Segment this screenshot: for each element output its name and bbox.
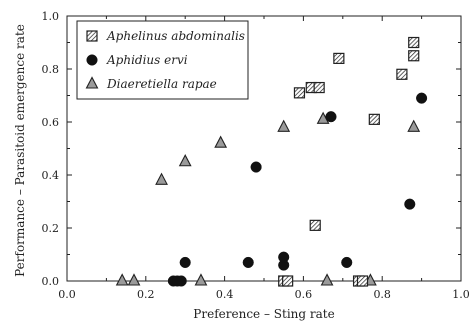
legend-label: Diaeretiella rapae: [106, 77, 217, 91]
data-point: [368, 113, 380, 125]
x-tick-label: 1.0: [452, 288, 470, 301]
x-tick-label: 0.8: [373, 288, 391, 301]
legend-label: Aphelinus abdominalis: [106, 29, 245, 43]
legend-frame: [76, 20, 249, 100]
data-point: [278, 251, 290, 263]
y-tick-label: 0.8: [42, 63, 60, 76]
legend-label: Aphidius ervi: [106, 53, 188, 67]
data-point: [194, 273, 208, 286]
y-tick-label: 1.0: [42, 10, 60, 23]
data-point: [242, 256, 254, 269]
data-point: [178, 154, 192, 167]
legend: Aphelinus abdominalis Aphidius ervi Diaere…: [76, 20, 249, 100]
x-tick-label: 0.2: [137, 288, 155, 301]
data-point: [250, 161, 262, 173]
data-point: [320, 273, 334, 286]
data-point: [309, 219, 321, 231]
data-points: [115, 36, 428, 287]
data-point: [416, 92, 428, 104]
data-point: [356, 275, 369, 287]
data-point: [214, 135, 228, 148]
y-tick-label: 0.6: [42, 116, 60, 129]
data-point: [175, 275, 187, 287]
data-point: [396, 68, 408, 80]
data-point: [325, 111, 337, 123]
data-point: [341, 256, 353, 269]
legend-marker: [85, 76, 99, 89]
y-tick-label: 0.2: [42, 222, 60, 235]
legend-marker: [86, 54, 98, 66]
x-axis-label: Preference – Sting rate: [193, 307, 334, 321]
x-tick-label: 0.0: [58, 288, 76, 301]
data-point: [408, 36, 420, 49]
data-point: [127, 273, 141, 286]
axes: 0.0 0.2 0.4 0.6 0.8 1.0 0.0 0.2 0.4 0.6 0.8 1.0: [42, 10, 470, 301]
data-point: [408, 50, 420, 62]
data-point: [179, 256, 191, 269]
series-hatched-square: [278, 36, 420, 287]
data-point: [293, 87, 306, 99]
y-axis-label: Performance – Parasitoid emergence rate: [13, 24, 27, 277]
x-tick-label: 0.6: [295, 288, 313, 301]
data-point: [333, 52, 345, 65]
legend-marker: [86, 30, 98, 42]
data-point: [155, 172, 168, 185]
series-circle: [167, 92, 428, 287]
y-tick-label: 0.4: [42, 169, 60, 182]
x-tick-label: 0.4: [216, 288, 234, 301]
data-point: [407, 119, 421, 132]
data-point: [115, 273, 129, 286]
y-tick-label: 0.0: [42, 275, 60, 288]
data-point: [404, 198, 416, 210]
data-point: [277, 119, 291, 132]
data-point: [313, 81, 325, 94]
data-point: [282, 275, 294, 287]
